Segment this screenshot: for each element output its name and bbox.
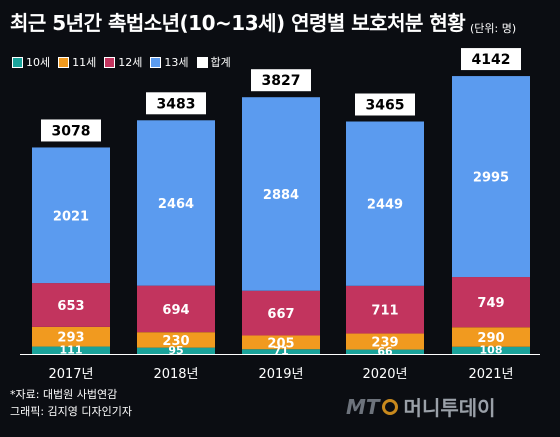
x-tick-label: 2020년 bbox=[362, 367, 407, 382]
legend-swatch-10 bbox=[12, 56, 23, 68]
segment-value-label: 667 bbox=[267, 307, 294, 322]
bar-segment-2020년-12세 bbox=[346, 285, 424, 334]
segment-value-label: 95 bbox=[168, 344, 183, 357]
total-box bbox=[461, 48, 521, 71]
legend-label-12: 12세 bbox=[118, 56, 143, 69]
segment-value-label: 290 bbox=[477, 331, 504, 346]
bar-segment-2017년-11세 bbox=[32, 326, 110, 347]
legend-label-11: 11세 bbox=[72, 56, 97, 69]
x-tick-label: 2019년 bbox=[258, 367, 303, 382]
logo-mt: MT bbox=[346, 394, 380, 419]
legend-item-13: 13세 bbox=[150, 54, 189, 70]
source-note: *자료: 대법원 사법연감 그래픽: 김지영 디자인기자 bbox=[10, 386, 132, 420]
bar-segment-2019년-13세 bbox=[242, 97, 320, 291]
bar-segment-2018년-10세 bbox=[137, 347, 215, 354]
logo-ring-icon bbox=[381, 398, 398, 415]
legend-swatch-total bbox=[196, 56, 208, 68]
total-value-label: 3078 bbox=[52, 123, 91, 139]
x-tick-label: 2018년 bbox=[153, 367, 198, 382]
segment-value-label: 239 bbox=[371, 336, 398, 351]
segment-value-label: 2021 bbox=[53, 209, 89, 224]
legend-item-10: 10세 bbox=[12, 54, 50, 70]
total-box bbox=[355, 93, 415, 116]
total-box bbox=[251, 69, 311, 92]
chart-title: 최근 5년간 촉법소년(10~13세) 연령별 보호처분 현황 bbox=[10, 11, 466, 35]
segment-value-label: 2464 bbox=[158, 197, 194, 212]
bar-segment-2018년-12세 bbox=[137, 285, 215, 333]
total-box bbox=[41, 119, 101, 142]
segment-value-label: 2884 bbox=[263, 188, 299, 203]
unit-label: (단위: 명) bbox=[470, 22, 517, 35]
legend-swatch-13 bbox=[150, 56, 162, 68]
segment-value-label: 66 bbox=[377, 345, 393, 358]
x-tick-label: 2021년 bbox=[468, 367, 513, 382]
bar-segment-2019년-10세 bbox=[242, 349, 320, 354]
legend-item-total: 합계 bbox=[196, 54, 231, 70]
segment-value-label: 71 bbox=[273, 345, 288, 358]
legend-swatch-12 bbox=[104, 56, 116, 68]
bar-segment-2017년-10세 bbox=[32, 346, 110, 354]
bar-segment-2018년-11세 bbox=[137, 332, 215, 348]
x-tick-label: 2017년 bbox=[48, 367, 93, 382]
total-value-label: 3483 bbox=[157, 96, 196, 112]
segment-value-label: 2995 bbox=[473, 171, 509, 186]
total-value-label: 3465 bbox=[366, 97, 405, 113]
segment-value-label: 230 bbox=[162, 334, 189, 349]
source-line: *자료: 대법원 사법연감 bbox=[10, 388, 118, 401]
legend-label-total: 합계 bbox=[210, 56, 231, 69]
bar-segment-2020년-11세 bbox=[346, 333, 424, 350]
legend-item-12: 12세 bbox=[104, 54, 142, 70]
bar-segment-2020년-13세 bbox=[346, 121, 424, 286]
bar-segment-2018년-13세 bbox=[137, 120, 215, 286]
logo-name: 머니투데이 bbox=[403, 396, 496, 420]
segment-value-label: 749 bbox=[477, 296, 504, 311]
segment-value-label: 205 bbox=[267, 336, 294, 351]
legend-item-11: 11세 bbox=[58, 54, 96, 70]
bar-segment-2021년-10세 bbox=[452, 346, 530, 354]
bar-segment-2017년-12세 bbox=[32, 283, 110, 327]
legend-swatch-11 bbox=[58, 56, 70, 68]
legend-label-10: 10세 bbox=[26, 56, 51, 69]
segment-value-label: 111 bbox=[60, 343, 83, 356]
bar-segment-2020년-10세 bbox=[346, 349, 424, 354]
total-box bbox=[146, 92, 206, 115]
segment-value-label: 293 bbox=[57, 331, 84, 346]
legend-label-13: 13세 bbox=[164, 56, 189, 69]
bar-segment-2021년-13세 bbox=[452, 76, 530, 278]
credit-line: 그래픽: 김지영 디자인기자 bbox=[10, 405, 133, 418]
segment-value-label: 2449 bbox=[367, 198, 403, 213]
total-value-label: 4142 bbox=[472, 52, 511, 68]
total-value-label: 3827 bbox=[262, 73, 301, 89]
segment-value-label: 108 bbox=[480, 343, 503, 356]
bar-segment-2017년-13세 bbox=[32, 147, 110, 284]
bar-segment-2019년-11세 bbox=[242, 335, 320, 350]
bar-segment-2021년-11세 bbox=[452, 327, 530, 347]
segment-value-label: 694 bbox=[162, 303, 189, 318]
segment-value-label: 653 bbox=[57, 299, 84, 314]
publisher-logo: MT 머니투데이 bbox=[346, 392, 496, 421]
bar-segment-2021년-12세 bbox=[452, 277, 530, 328]
segment-value-label: 711 bbox=[371, 304, 398, 319]
legend: 10세 11세 12세 13세 합계 bbox=[12, 54, 239, 70]
bar-segment-2019년-12세 bbox=[242, 290, 320, 336]
